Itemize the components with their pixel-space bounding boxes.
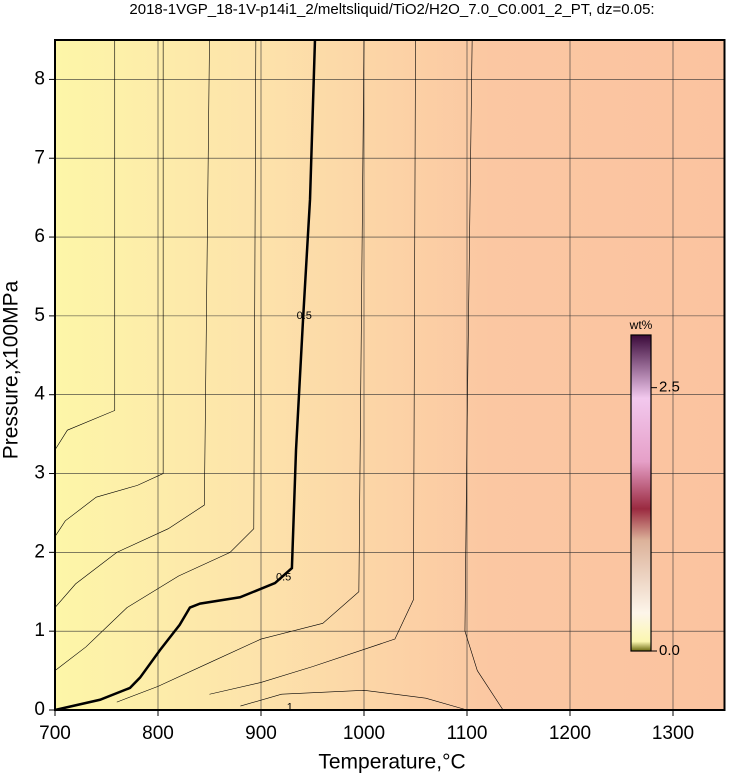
y-tick-label: 2 [34,541,45,562]
chart-title: 2018-1VGP_18-1V-p14i1_2/meltsliquid/TiO2… [129,1,654,18]
contour-line [209,39,416,695]
y-tick-label: 0 [34,699,45,720]
x-tick-label: 700 [39,723,71,744]
field [55,40,725,710]
contour-line [54,39,210,608]
contour-line [54,40,164,537]
y-tick-label: 5 [34,305,45,326]
x-tick-label: 800 [142,723,174,744]
plot-frame [54,39,726,711]
y-tick-label: 7 [34,147,45,168]
y-tick-label: 3 [34,463,45,484]
x-tick-label: 1200 [549,723,591,744]
y-tick-label: 6 [34,226,45,247]
contour-line [54,39,317,712]
y-tick-label: 1 [34,620,45,641]
contour-line [240,689,468,711]
colorbar [630,334,652,652]
contour-label: 0.5 [297,310,312,322]
colorbar-tick-label: 0.0 [659,642,680,659]
contour-label: 0.5 [276,571,291,583]
x-tick-label: 1000 [343,723,385,744]
y-tick-label: 4 [34,384,45,405]
y-tick-label: 8 [34,68,45,89]
x-tick-label: 900 [245,723,277,744]
contour-line [54,40,116,451]
contour-label: 1 [287,702,293,714]
contour-line [464,39,504,711]
x-axis-label: Temperature,°C [318,751,465,774]
colorbar-tick-label: 2.5 [659,379,680,396]
contour-line [116,39,365,703]
contour-line [54,39,257,671]
colorbar-label: wt% [629,318,653,332]
y-axis-label: Pressure,x100MPa [0,280,23,459]
x-tick-label: 1100 [447,723,488,744]
x-tick-label: 1300 [652,723,694,744]
